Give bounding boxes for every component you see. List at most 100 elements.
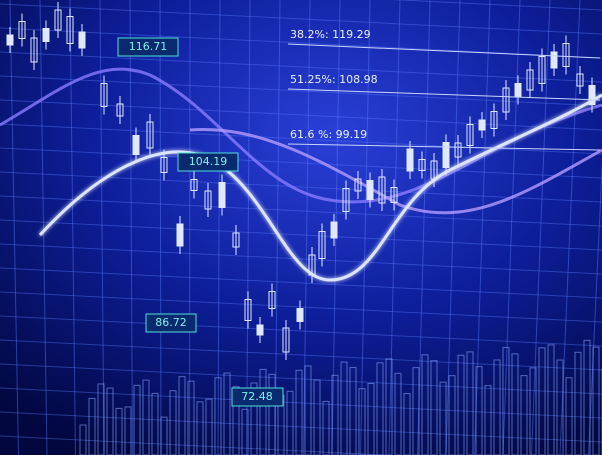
grid-line [0, 75, 602, 107]
candle-body [218, 182, 226, 208]
volume-bar [106, 387, 114, 455]
volume-bar [133, 384, 141, 455]
grid-line [391, 0, 602, 11]
candle-body [430, 160, 438, 180]
fib-label: 51.25%: 108.98 [290, 73, 378, 86]
candle-body [538, 56, 546, 84]
volume-bar [142, 379, 150, 455]
grid-line [360, 0, 371, 455]
candle-body [378, 176, 386, 204]
callout-label: 72.48 [241, 390, 273, 403]
candle-body [66, 16, 74, 44]
candle-body [54, 9, 62, 31]
callout-box [117, 37, 179, 57]
callout-label: 116.71 [129, 40, 168, 53]
volume-bar [358, 388, 366, 455]
grid-line [0, 411, 602, 443]
candle-body [442, 142, 450, 168]
grid-line [0, 387, 602, 419]
grid-line [39, 0, 48, 455]
curve [189, 128, 602, 215]
candle-body [502, 87, 510, 113]
curve [0, 67, 602, 204]
candle-body [490, 111, 498, 129]
candle-body [116, 103, 124, 117]
candle-body [366, 180, 374, 200]
grid-line [0, 219, 602, 251]
callout-label: 86.72 [155, 316, 187, 329]
volume-bar [205, 398, 213, 455]
volume-bar [457, 354, 465, 455]
volume-bar [484, 385, 492, 455]
grid-line [0, 435, 392, 455]
candle-body [30, 37, 38, 63]
fib-line [287, 88, 601, 101]
candle-body [454, 142, 462, 158]
grid-line [474, 0, 491, 455]
candle-body [526, 69, 534, 91]
curve [38, 93, 602, 282]
volume-bar [178, 376, 186, 455]
candle-body [342, 188, 350, 212]
volume-bar [250, 382, 258, 455]
candle-body [6, 34, 14, 46]
fib-label: 61.6 %: 99.19 [290, 128, 367, 141]
candle-body [354, 178, 362, 192]
candle-body [576, 73, 584, 87]
candle-body [132, 135, 140, 155]
grid-line [531, 0, 551, 455]
candle-body [550, 51, 558, 69]
candle-body [204, 190, 212, 210]
fib-line [287, 43, 601, 59]
volume-bar [367, 382, 375, 455]
candle-body [78, 31, 86, 49]
candle-body [406, 148, 414, 172]
grid-line [588, 158, 602, 455]
candle-body [466, 124, 474, 146]
candle-body [308, 254, 316, 276]
candle-body [418, 159, 426, 171]
candle-body [562, 43, 570, 67]
candle-body [318, 231, 326, 259]
volume-bar [151, 392, 159, 455]
callout-label: 104.19 [189, 155, 228, 168]
candle-body [42, 28, 50, 42]
candle-body [296, 308, 304, 322]
fib-line [287, 143, 601, 151]
volume-bar [223, 372, 231, 455]
grid-line [417, 0, 431, 455]
candle-body [256, 324, 264, 336]
candle-body [160, 157, 168, 173]
grid-line [0, 291, 602, 323]
grid-line [0, 27, 602, 59]
grid-line [217, 0, 221, 455]
volume-bar [376, 362, 384, 455]
volume-bar [88, 397, 96, 455]
volume-bar [79, 424, 87, 455]
candle-body [18, 21, 26, 39]
grid-line [9, 0, 19, 455]
grid-line [129, 0, 133, 455]
candle-body [588, 85, 596, 105]
grid-line [0, 267, 602, 299]
fib-levels: 38.2%: 119.29 51.25%: 108.98 61.6 %: 99.… [287, 28, 601, 151]
grid-line [0, 243, 602, 275]
grid-line [246, 0, 251, 455]
volume-bar [115, 407, 123, 455]
grid-line [0, 123, 602, 155]
candle-body [282, 327, 290, 353]
volume-bar [232, 386, 240, 455]
callouts: 116.71 104.19 86.72 72.48 [117, 37, 284, 407]
candle-body [478, 119, 486, 131]
callout-box [145, 313, 197, 333]
volume-bar [412, 367, 420, 455]
grid-line [445, 0, 461, 455]
callout-box [177, 152, 239, 172]
candle-body [100, 83, 108, 107]
volume-bar [295, 369, 303, 455]
grid-line [274, 0, 281, 455]
grid-line [502, 0, 521, 455]
candle-body [190, 179, 198, 191]
candle-body [390, 187, 398, 203]
